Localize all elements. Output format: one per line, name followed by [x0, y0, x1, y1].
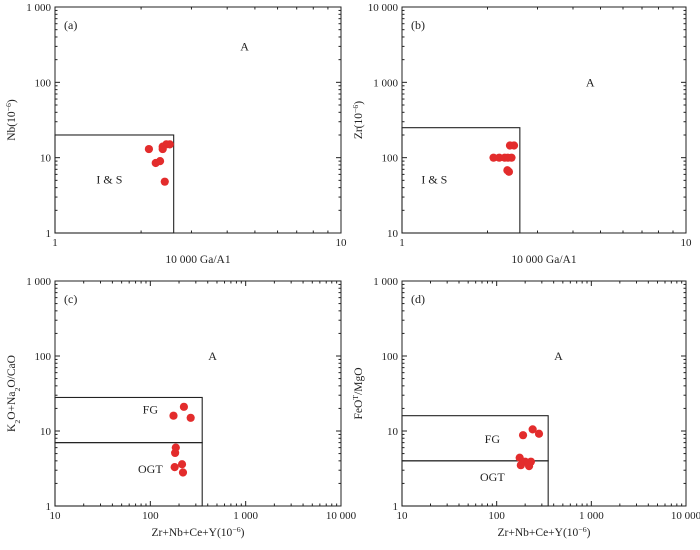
- data-point: [160, 177, 169, 186]
- y-tick-label: 10: [40, 153, 52, 165]
- data-point: [144, 144, 154, 154]
- y-axis-label: FeOT/MgO: [351, 367, 366, 419]
- field-label: FG: [143, 402, 159, 416]
- y-tick-label: 100: [35, 351, 52, 363]
- field-label: A: [208, 349, 217, 363]
- data-points: [489, 141, 519, 176]
- field-label: OGT: [138, 462, 163, 476]
- field-label: FG: [485, 432, 501, 446]
- data-point: [518, 431, 528, 440]
- y-tick-label: 10: [40, 426, 52, 438]
- field-boundary: [54, 442, 203, 507]
- y-tick-label: 1: [46, 228, 52, 240]
- data-point: [165, 140, 174, 149]
- y-tick-label: 1 000: [26, 2, 51, 14]
- data-point: [158, 144, 167, 154]
- data-point: [489, 153, 498, 162]
- panel-label: (d): [411, 292, 425, 306]
- data-points: [169, 402, 195, 477]
- minor-ticks: [55, 7, 341, 233]
- x-tick-label: 10: [50, 510, 62, 522]
- plot-frame: [54, 280, 342, 507]
- data-point: [528, 425, 537, 434]
- x-tick-label: 1 000: [233, 510, 258, 522]
- field-boundary: [54, 134, 175, 234]
- x-tick-label: 100: [142, 510, 159, 522]
- panel-label: (c): [64, 292, 77, 306]
- plot-frame: [54, 6, 342, 234]
- x-tick-label: 10 000: [671, 510, 700, 522]
- x-tick-label: 10: [336, 237, 348, 249]
- data-point: [178, 468, 188, 477]
- minor-ticks: [402, 281, 686, 506]
- x-tick-label: 10 000: [326, 510, 357, 522]
- data-point: [509, 141, 519, 150]
- x-tick-label: 1: [52, 237, 58, 249]
- panel-label: (b): [411, 18, 425, 32]
- field-label: I & S: [96, 173, 122, 187]
- y-tick-label: 10: [387, 228, 399, 240]
- data-point: [524, 462, 534, 471]
- data-point: [177, 460, 187, 469]
- y-tick-label: 10: [387, 426, 399, 438]
- x-axis-label: 10 000 Ga/A1: [165, 254, 230, 266]
- y-axis-label: Nb(10−6): [4, 99, 19, 141]
- data-points: [144, 140, 174, 186]
- data-point: [169, 411, 178, 420]
- x-tick-label: 10: [681, 237, 693, 249]
- data-point: [186, 413, 195, 422]
- field-label: I & S: [421, 173, 447, 187]
- field-boundary: [54, 396, 203, 444]
- plot-frame: [401, 280, 687, 507]
- y-tick-label: 1 000: [26, 276, 51, 288]
- y-axis-label: Zr(10−6): [351, 101, 366, 139]
- y-axis-label: K2O+Na2O/CaO: [6, 355, 22, 432]
- field-boundary: [401, 127, 521, 234]
- x-axis-label: Zr+Nb+Ce+Y(10−6): [498, 525, 591, 540]
- y-tick-label: 100: [382, 351, 399, 363]
- panel-a: 1 10 1 10 100 1 000 A I & S (a) 10 000 Ga/A1 Nb(10…: [4, 2, 348, 266]
- y-tick-label: 1: [46, 501, 52, 513]
- field-label: A: [586, 75, 595, 89]
- x-axis-label: 10 000 Ga/A1: [511, 254, 576, 266]
- y-tick-label: 1: [393, 501, 399, 513]
- plot-frame: [401, 6, 687, 234]
- data-point: [504, 167, 514, 176]
- data-point: [534, 429, 544, 438]
- y-tick-label: 10 000: [368, 2, 399, 14]
- y-tick-label: 100: [35, 77, 52, 89]
- data-points: [515, 425, 544, 471]
- field-boundary: [401, 415, 549, 462]
- x-tick-label: 10: [397, 510, 409, 522]
- field-label: OGT: [480, 470, 505, 484]
- y-tick-label: 1 000: [373, 77, 398, 89]
- panel-label: (a): [64, 18, 77, 32]
- data-point: [170, 463, 179, 472]
- x-tick-label: 1 000: [579, 510, 604, 522]
- y-tick-label: 100: [382, 153, 399, 165]
- minor-ticks: [55, 281, 341, 506]
- field-label: A: [240, 39, 249, 53]
- x-tick-label: 100: [488, 510, 505, 522]
- field-label: A: [554, 349, 563, 363]
- data-point: [151, 158, 160, 168]
- x-axis-label: Zr+Nb+Ce+Y(10−6): [152, 525, 245, 540]
- field-boundary: [401, 460, 549, 507]
- y-tick-label: 1 000: [373, 276, 398, 288]
- data-point: [171, 448, 180, 458]
- data-point: [179, 402, 189, 411]
- minor-ticks: [402, 7, 686, 233]
- data-point: [507, 153, 516, 162]
- data-point: [516, 461, 525, 470]
- x-tick-label: 1: [399, 237, 405, 249]
